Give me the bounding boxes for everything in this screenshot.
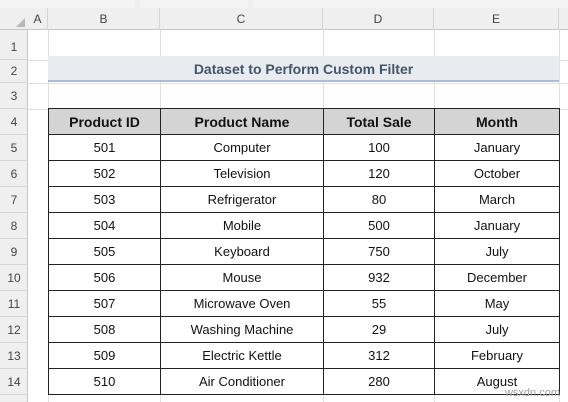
table-row: 504 Mobile 500 January	[48, 212, 560, 239]
table-row: 509 Electric Kettle 312 February	[48, 342, 560, 369]
total-sale-cell[interactable]: 120	[323, 160, 435, 187]
header-total-sale[interactable]: Total Sale	[323, 108, 435, 135]
month-cell[interactable]: May	[434, 290, 560, 317]
column-header-d[interactable]: D	[323, 8, 434, 30]
header-product-name[interactable]: Product Name	[160, 108, 324, 135]
total-sale-cell[interactable]: 100	[323, 134, 435, 161]
product-name-cell[interactable]: Refrigerator	[160, 186, 324, 213]
month-cell[interactable]: October	[434, 160, 560, 187]
product-name-cell[interactable]: Mobile	[160, 212, 324, 239]
column-header-a[interactable]: A	[28, 8, 48, 30]
dataset-title[interactable]: Dataset to Perform Custom Filter	[48, 56, 559, 82]
total-sale-cell[interactable]: 55	[323, 290, 435, 317]
product-id-cell[interactable]: 501	[48, 134, 161, 161]
product-name-cell[interactable]: Television	[160, 160, 324, 187]
month-cell[interactable]: January	[434, 134, 560, 161]
row-header[interactable]: 13	[0, 343, 28, 369]
column-header-c[interactable]: C	[160, 8, 323, 30]
table-row: 506 Mouse 932 December	[48, 264, 560, 291]
product-name-cell[interactable]: Washing Machine	[160, 316, 324, 343]
total-sale-cell[interactable]: 750	[323, 238, 435, 265]
header-product-id[interactable]: Product ID	[48, 108, 161, 135]
total-sale-cell[interactable]: 280	[323, 368, 435, 395]
product-id-cell[interactable]: 506	[48, 264, 161, 291]
product-name-cell[interactable]: Air Conditioner	[160, 368, 324, 395]
table-row: 505 Keyboard 750 July	[48, 238, 560, 265]
row-header-bar	[0, 30, 28, 402]
product-id-cell[interactable]: 505	[48, 238, 161, 265]
table-row: 508 Washing Machine 29 July	[48, 316, 560, 343]
month-cell[interactable]: July	[434, 316, 560, 343]
month-cell[interactable]: February	[434, 342, 560, 369]
month-cell[interactable]: January	[434, 212, 560, 239]
table-row: 502 Television 120 October	[48, 160, 560, 187]
product-name-cell[interactable]: Mouse	[160, 264, 324, 291]
product-id-cell[interactable]: 504	[48, 212, 161, 239]
table-header-row: Product ID Product Name Total Sale Month	[48, 108, 560, 135]
total-sale-cell[interactable]: 500	[323, 212, 435, 239]
product-name-cell[interactable]: Computer	[160, 134, 324, 161]
row-header[interactable]: 6	[0, 161, 28, 187]
product-id-cell[interactable]: 503	[48, 186, 161, 213]
row-header[interactable]: 10	[0, 265, 28, 291]
column-header-e[interactable]: E	[434, 8, 559, 30]
table-row: 503 Refrigerator 80 March	[48, 186, 560, 213]
row-header[interactable]: 4	[0, 109, 28, 135]
table-row: 501 Computer 100 January	[48, 134, 560, 161]
row-header[interactable]: 2	[0, 60, 28, 83]
product-sales-table: Product ID Product Name Total Sale Month…	[48, 108, 560, 395]
select-all-button[interactable]	[0, 8, 28, 30]
table-row: 507 Microwave Oven 55 May	[48, 290, 560, 317]
total-sale-cell[interactable]: 29	[323, 316, 435, 343]
row-header[interactable]: 14	[0, 369, 28, 395]
gridline	[559, 30, 560, 402]
month-cell[interactable]: December	[434, 264, 560, 291]
product-name-cell[interactable]: Electric Kettle	[160, 342, 324, 369]
select-all-icon	[16, 18, 25, 27]
product-id-cell[interactable]: 510	[48, 368, 161, 395]
row-header[interactable]: 8	[0, 213, 28, 239]
gridline	[28, 83, 568, 84]
row-header[interactable]: 3	[0, 83, 28, 109]
product-id-cell[interactable]: 509	[48, 342, 161, 369]
row-header[interactable]: 7	[0, 187, 28, 213]
table-row: 510 Air Conditioner 280 August	[48, 368, 560, 395]
total-sale-cell[interactable]: 312	[323, 342, 435, 369]
column-header-b[interactable]: B	[48, 8, 160, 30]
toolbar-edge	[254, 0, 568, 8]
row-header[interactable]: 11	[0, 291, 28, 317]
product-id-cell[interactable]: 507	[48, 290, 161, 317]
month-cell[interactable]: March	[434, 186, 560, 213]
row-header[interactable]: 1	[0, 34, 28, 60]
header-month[interactable]: Month	[434, 108, 560, 135]
total-sale-cell[interactable]: 80	[323, 186, 435, 213]
toolbar-edge	[140, 0, 248, 8]
product-name-cell[interactable]: Keyboard	[160, 238, 324, 265]
row-header[interactable]: 9	[0, 239, 28, 265]
product-id-cell[interactable]: 502	[48, 160, 161, 187]
month-cell[interactable]: August	[434, 368, 560, 395]
product-id-cell[interactable]: 508	[48, 316, 161, 343]
total-sale-cell[interactable]: 932	[323, 264, 435, 291]
month-cell[interactable]: July	[434, 238, 560, 265]
toolbar-edge	[0, 0, 135, 8]
row-header[interactable]: 5	[0, 135, 28, 161]
product-name-cell[interactable]: Microwave Oven	[160, 290, 324, 317]
watermark: wsxdn.com	[504, 387, 560, 399]
row-header[interactable]: 12	[0, 317, 28, 343]
